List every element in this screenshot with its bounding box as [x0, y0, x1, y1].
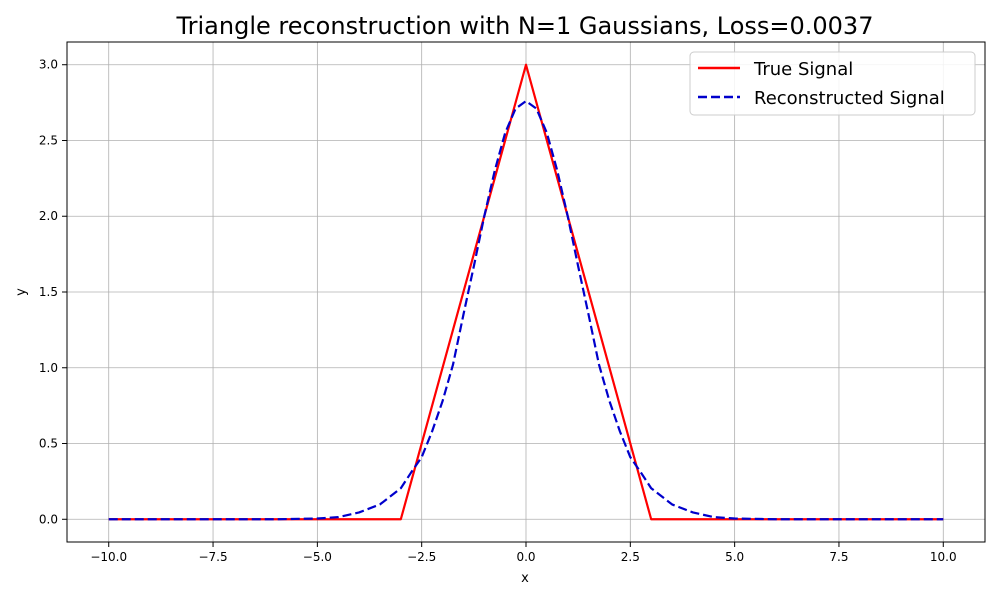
y-tick-label: 2.0 [39, 209, 58, 223]
x-axis-ticks: −10.0 −7.5 −5.0 −2.5 0.0 2.5 5.0 7.5 10.0 [90, 542, 957, 564]
y-tick-label: 3.0 [39, 58, 58, 72]
y-tick-label: 0.5 [39, 437, 58, 451]
x-tick-label: −5.0 [303, 550, 332, 564]
y-axis-ticks: 0.0 0.5 1.0 1.5 2.0 2.5 3.0 [39, 58, 67, 526]
y-axis-label: y [14, 288, 29, 296]
x-tick-label: −7.5 [198, 550, 227, 564]
chart-title: Triangle reconstruction with N=1 Gaussia… [176, 12, 874, 40]
legend-label-reconstructed-signal: Reconstructed Signal [754, 88, 945, 109]
x-axis-label: x [521, 571, 529, 586]
series-lines [108, 63, 944, 521]
x-tick-label: 10.0 [930, 550, 957, 564]
series-line-reconstructed-signal [108, 99, 944, 521]
legend: True Signal Reconstructed Signal [689, 51, 976, 116]
x-tick-label: 2.5 [621, 550, 640, 564]
y-tick-label: 0.0 [39, 512, 58, 526]
x-tick-label: −10.0 [90, 550, 127, 564]
x-tick-label: 0.0 [516, 550, 535, 564]
legend-label-true-signal: True Signal [753, 59, 853, 80]
y-tick-label: 2.5 [39, 133, 58, 147]
x-tick-label: −2.5 [407, 550, 436, 564]
legend-box [689, 51, 976, 116]
x-tick-label: 5.0 [725, 550, 744, 564]
x-tick-label: 7.5 [829, 550, 848, 564]
y-tick-label: 1.5 [39, 285, 58, 299]
y-tick-label: 1.0 [39, 361, 58, 375]
